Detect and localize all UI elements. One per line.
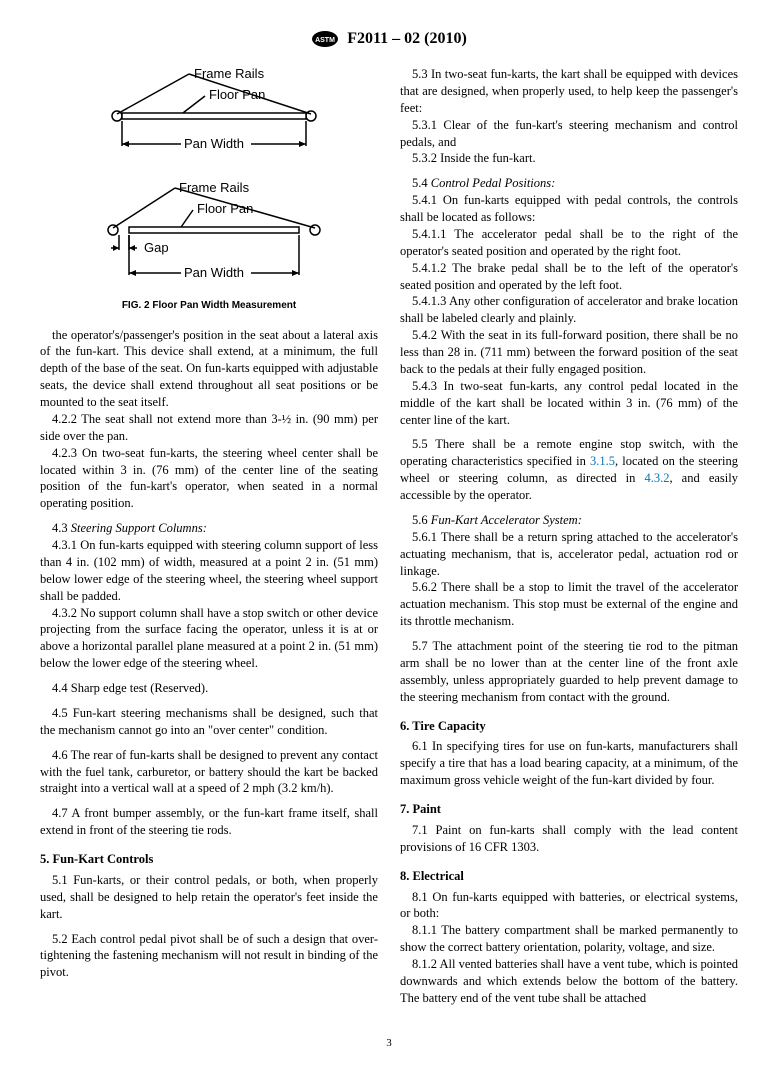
fig-label-pan-width: Pan Width xyxy=(184,265,244,280)
figure-2-bottom: Frame Rails Floor Pan xyxy=(40,180,378,313)
fig-label-pan-width: Pan Width xyxy=(184,136,244,151)
left-column: Frame Rails Floor Pan xyxy=(40,66,378,1007)
para-4-2-2: 4.2.2 The seat shall not extend more tha… xyxy=(40,411,378,445)
figure-2-caption: FIG. 2 Floor Pan Width Measurement xyxy=(40,299,378,313)
subhead-5-4: 5.4 Control Pedal Positions: xyxy=(400,175,738,192)
svg-text:ASTM: ASTM xyxy=(315,37,335,44)
para-5-3-1: 5.3.1 Clear of the fun-kart's steering m… xyxy=(400,117,738,151)
right-column: 5.3 In two-seat fun-karts, the kart shal… xyxy=(400,66,738,1007)
para-5-6-1: 5.6.1 There shall be a return spring att… xyxy=(400,529,738,580)
section-7-head: 7. Paint xyxy=(400,801,738,818)
section-5-head: 5. Fun-Kart Controls xyxy=(40,851,378,868)
para-5-1: 5.1 Fun-karts, or their control pedals, … xyxy=(40,872,378,923)
para-5-4-1: 5.4.1 On fun-karts equipped with pedal c… xyxy=(400,192,738,226)
para-4-7: 4.7 A front bumper assembly, or the fun-… xyxy=(40,805,378,839)
para-5-5: 5.5 There shall be a remote engine stop … xyxy=(400,436,738,504)
para-7-1: 7.1 Paint on fun-karts shall comply with… xyxy=(400,822,738,856)
para-6-1: 6.1 In specifying tires for use on fun-k… xyxy=(400,738,738,789)
para-5-4-1-1: 5.4.1.1 The accelerator pedal shall be t… xyxy=(400,226,738,260)
designation: F2011 – 02 (2010) xyxy=(347,30,467,48)
two-column-layout: Frame Rails Floor Pan xyxy=(40,66,738,1007)
para-4-6: 4.6 The rear of fun-karts shall be desig… xyxy=(40,747,378,798)
para-5-4-3: 5.4.3 In two-seat fun-karts, any control… xyxy=(400,378,738,429)
section-8-head: 8. Electrical xyxy=(400,868,738,885)
subhead-5-6: 5.6 Fun-Kart Accelerator System: xyxy=(400,512,738,529)
para-8-1-1: 8.1.1 The battery compartment shall be m… xyxy=(400,922,738,956)
para-5-6-2: 5.6.2 There shall be a stop to limit the… xyxy=(400,579,738,630)
para-5-2: 5.2 Each control pedal pivot shall be of… xyxy=(40,931,378,982)
link-4-3-2[interactable]: 4.3.2 xyxy=(644,471,669,485)
subhead-4-3: 4.3 Steering Support Columns: xyxy=(40,520,378,537)
para-8-1: 8.1 On fun-karts equipped with batteries… xyxy=(400,889,738,923)
para-5-3: 5.3 In two-seat fun-karts, the kart shal… xyxy=(400,66,738,117)
link-3-1-5[interactable]: 3.1.5 xyxy=(590,454,615,468)
para-4-4: 4.4 Sharp edge test (Reserved). xyxy=(40,680,378,697)
astm-logo: ASTM xyxy=(311,30,339,48)
para-8-1-2: 8.1.2 All vented batteries shall have a … xyxy=(400,956,738,1007)
para-4-3-1: 4.3.1 On fun-karts equipped with steerin… xyxy=(40,537,378,605)
para-4-2-3: 4.2.3 On two-seat fun-karts, the steerin… xyxy=(40,445,378,513)
section-6-head: 6. Tire Capacity xyxy=(400,718,738,735)
para-5-4-1-3: 5.4.1.3 Any other configuration of accel… xyxy=(400,293,738,327)
para-4-5: 4.5 Fun-kart steering mechanisms shall b… xyxy=(40,705,378,739)
page-number: 3 xyxy=(40,1037,738,1049)
page: ASTM F2011 – 02 (2010) Frame Rails Floor… xyxy=(0,0,778,1089)
para-5-7: 5.7 The attachment point of the steering… xyxy=(400,638,738,706)
fig-label-gap: Gap xyxy=(144,240,169,255)
para-4-3-2: 4.3.2 No support column shall have a sto… xyxy=(40,605,378,673)
para-5-3-2: 5.3.2 Inside the fun-kart. xyxy=(400,150,738,167)
figure-2-top: Frame Rails Floor Pan xyxy=(40,66,378,166)
document-header: ASTM F2011 – 02 (2010) xyxy=(40,30,738,48)
para-5-4-1-2: 5.4.1.2 The brake pedal shall be to the … xyxy=(400,260,738,294)
para-5-4-2: 5.4.2 With the seat in its full-forward … xyxy=(400,327,738,378)
para-4-2-1-cont: the operator's/passenger's position in t… xyxy=(40,327,378,411)
